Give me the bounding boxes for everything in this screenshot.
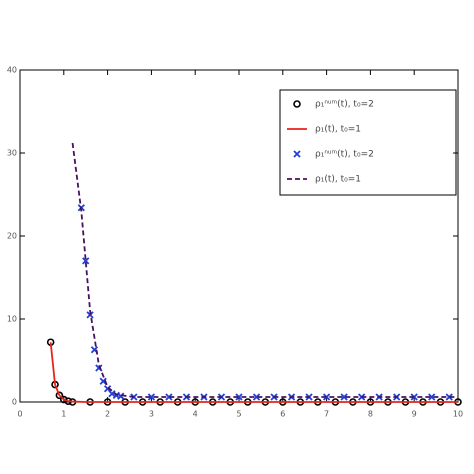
legend-swatch — [293, 100, 301, 108]
legend-box — [279, 89, 457, 196]
y-tick-label: 40 — [7, 66, 17, 75]
x-tick-label: 5 — [236, 410, 241, 419]
x-tick-label: 6 — [280, 410, 285, 419]
point — [445, 393, 453, 401]
y-tick-label: 30 — [7, 149, 17, 158]
point — [108, 390, 116, 398]
point — [428, 393, 436, 401]
x-tick-label: 7 — [324, 410, 329, 419]
legend-swatch — [293, 150, 301, 158]
legend-label: ρ₁ⁿᵘᵐ(t), t₀=2 — [315, 100, 374, 110]
legend-label: ρ₁ⁿᵘᵐ(t), t₀=2 — [315, 150, 374, 160]
point — [165, 393, 173, 401]
legend: ρ₁ⁿᵘᵐ(t), t₀=2 ρ₁(t), t₀=1 ρ₁ⁿᵘᵐ(t), t₀=2 ρ… — [279, 89, 457, 196]
legend-label: ρ₁(t), t₀=1 — [315, 175, 361, 185]
series-line — [71, 142, 458, 398]
point — [322, 393, 331, 401]
x-tick-label: 3 — [149, 410, 154, 419]
series-line — [49, 342, 458, 403]
x-tick-label: 9 — [412, 410, 417, 419]
y-tick-label: 10 — [7, 315, 17, 324]
y-tick-label: 20 — [7, 232, 17, 241]
legend-label: ρ₁(t), t₀=1 — [315, 125, 361, 135]
x-tick-label: 10 — [453, 410, 463, 419]
x-tick-label: 1 — [61, 410, 66, 419]
x-tick-label: 0 — [17, 410, 22, 419]
point — [117, 392, 125, 400]
x-tick-label: 8 — [368, 410, 373, 419]
point — [55, 391, 64, 400]
y-tick-label: 0 — [12, 398, 17, 407]
x-tick-label: 2 — [105, 410, 110, 419]
point — [235, 393, 243, 401]
x-tick-label: 4 — [193, 410, 198, 419]
point — [59, 395, 68, 404]
point — [340, 393, 348, 401]
point — [252, 393, 261, 401]
point — [147, 393, 156, 401]
point — [82, 257, 90, 265]
